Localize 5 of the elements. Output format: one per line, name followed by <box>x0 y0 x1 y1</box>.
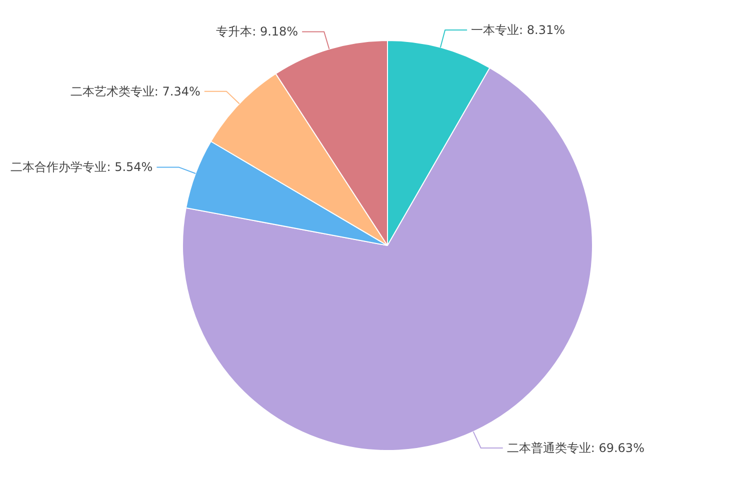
slice-label: 二本合作办学专业: 5.54% <box>10 160 153 174</box>
slice-label: 专升本: 9.18% <box>216 24 298 39</box>
slice-label: 二本普通类专业: 69.63% <box>506 441 644 456</box>
slice-label: 一本专业: 8.31% <box>471 23 566 38</box>
slice-label: 二本艺术类专业: 7.34% <box>70 84 200 98</box>
